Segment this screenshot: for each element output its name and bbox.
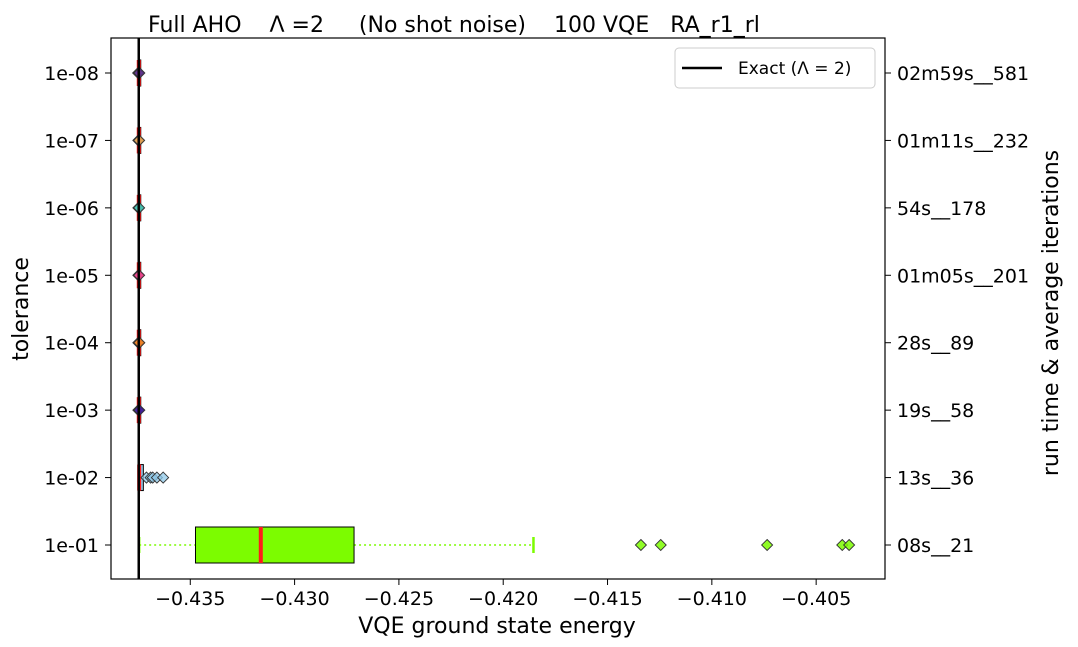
right-tick-label: 54s__178 bbox=[897, 198, 986, 220]
flier-point bbox=[760, 538, 774, 552]
right-tick-label: 28s__89 bbox=[897, 333, 974, 355]
y-axis-right: 02m59s__581 01m11s__232 54s__178 01m05s__20… bbox=[885, 63, 1029, 557]
chart-title: Full AHO Λ =2 (No shot noise) 100 VQE RA… bbox=[148, 13, 760, 38]
right-tick-label: 01m11s__232 bbox=[897, 130, 1029, 152]
y-tick-label: 1e-01 bbox=[44, 535, 99, 557]
y-axis-label: tolerance bbox=[9, 257, 34, 361]
x-tick-label: −0.420 bbox=[468, 588, 538, 610]
right-tick-label: 13s__36 bbox=[897, 468, 974, 490]
right-tick-label: 01m05s__201 bbox=[897, 265, 1029, 287]
y-tick-label: 1e-07 bbox=[44, 130, 99, 152]
plot-area bbox=[131, 38, 856, 579]
flier-point bbox=[654, 538, 667, 552]
right-tick-label: 02m59s__581 bbox=[897, 63, 1029, 85]
x-axis-label: VQE ground state energy bbox=[358, 614, 635, 639]
legend-box bbox=[674, 47, 876, 89]
y-tick-label: 1e-02 bbox=[44, 468, 99, 490]
y-tick-label: 1e-06 bbox=[44, 198, 99, 220]
box-1e-01 bbox=[137, 526, 856, 564]
y-tick-label: 1e-08 bbox=[44, 63, 99, 85]
flier-point bbox=[634, 538, 648, 552]
legend-exact-label: Exact (Λ = 2) bbox=[738, 59, 851, 79]
x-tick-label: −0.415 bbox=[572, 588, 642, 610]
y-axis: 1e-08 1e-07 1e-06 1e-05 1e-04 1e-03 1e-02 1e-01 bbox=[44, 63, 111, 557]
x-tick-label: −0.405 bbox=[781, 588, 851, 610]
plot-frame bbox=[110, 37, 886, 580]
x-tick-label: −0.430 bbox=[259, 588, 329, 610]
y-tick-label: 1e-04 bbox=[44, 333, 99, 355]
right-tick-label: 19s__58 bbox=[897, 400, 974, 422]
x-axis: −0.435 −0.430 −0.425 −0.420 −0.415 −0.410 −0.4… bbox=[155, 579, 851, 610]
x-tick-label: −0.435 bbox=[155, 588, 225, 610]
right-axis-label: run time & average iterations bbox=[1039, 150, 1064, 476]
box-1e-02 bbox=[137, 464, 170, 492]
legend: Exact (Λ = 2) bbox=[674, 47, 876, 89]
flier-point bbox=[842, 538, 856, 552]
right-tick-label: 08s__21 bbox=[897, 535, 974, 557]
y-tick-label: 1e-05 bbox=[44, 265, 99, 287]
y-tick-label: 1e-03 bbox=[44, 400, 99, 422]
x-tick-label: −0.425 bbox=[364, 588, 434, 610]
box-iqr bbox=[194, 526, 355, 564]
x-tick-label: −0.410 bbox=[677, 588, 747, 610]
flier-point bbox=[157, 471, 170, 484]
